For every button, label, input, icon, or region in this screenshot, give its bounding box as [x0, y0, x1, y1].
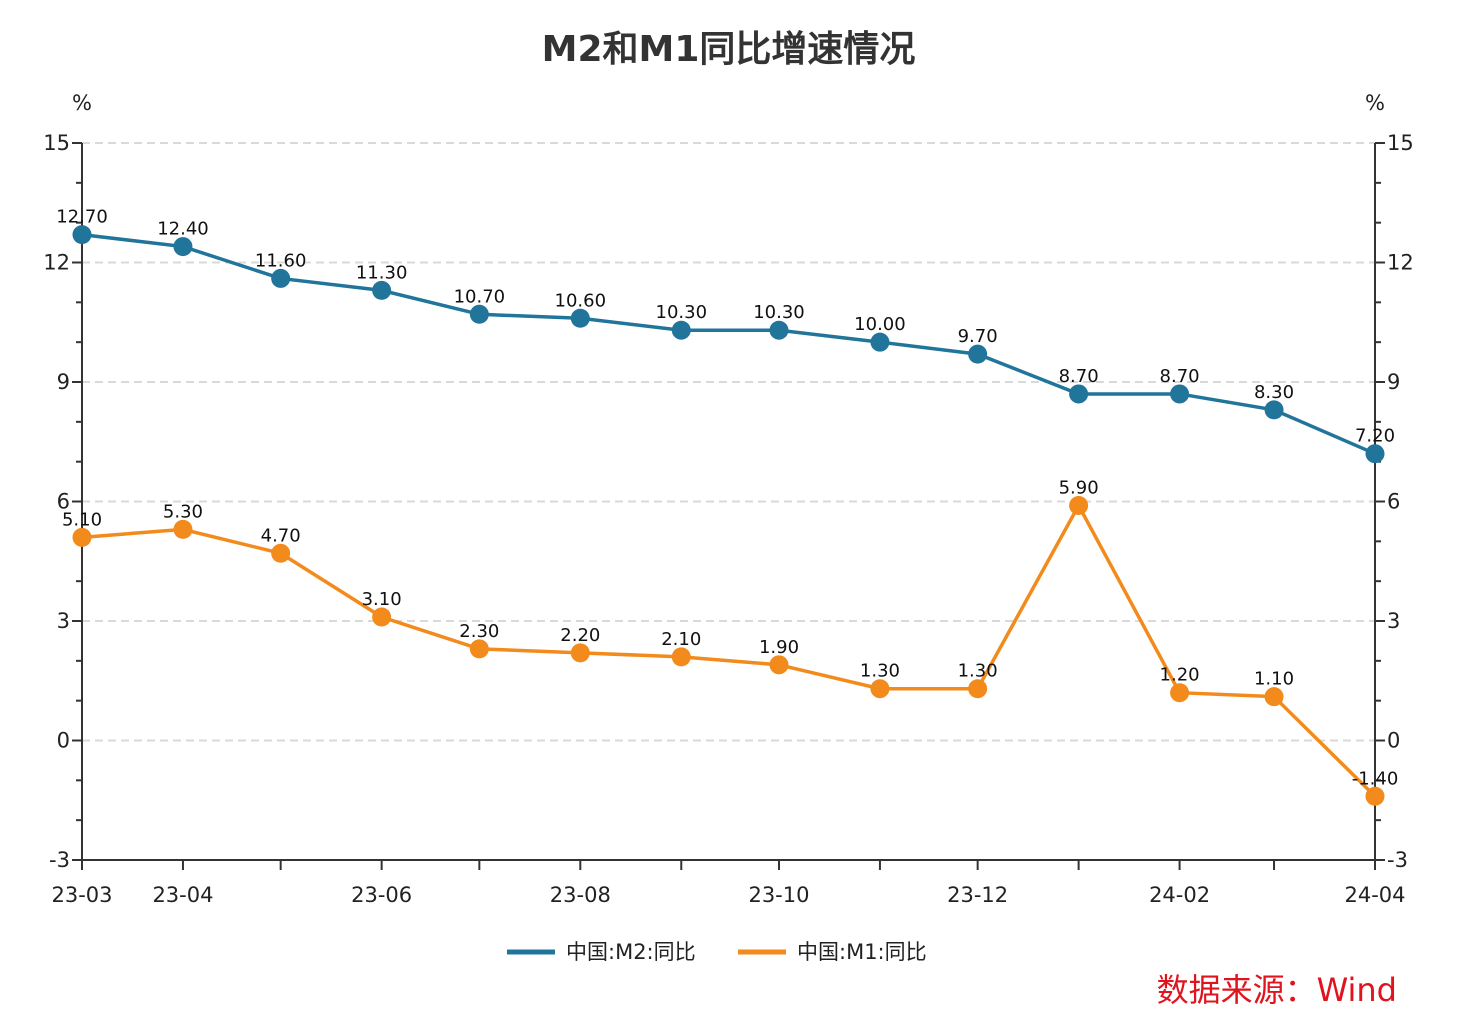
- data-point: [570, 643, 590, 663]
- data-point: [372, 280, 392, 300]
- x-tick-label: 23-12: [947, 883, 1008, 907]
- data-label: 5.90: [1059, 477, 1099, 498]
- data-point: [173, 237, 193, 257]
- data-label: 11.30: [356, 262, 408, 283]
- y-tick-label-left: 0: [57, 729, 70, 753]
- data-point: [671, 320, 691, 340]
- data-label: 3.10: [362, 589, 402, 610]
- data-point: [1264, 400, 1284, 420]
- data-point: [968, 679, 988, 699]
- data-source: 数据来源：Wind: [1156, 971, 1397, 1009]
- legend-label: 中国:M2:同比: [566, 940, 696, 964]
- series-line-m1: [81, 501, 1377, 798]
- legend-item: 中国:M2:同比: [507, 940, 696, 964]
- data-label: 10.30: [753, 302, 805, 323]
- data-label: 1.90: [759, 637, 799, 658]
- data-point: [1069, 495, 1089, 515]
- data-label: 11.60: [255, 250, 307, 271]
- x-tick-label: 23-04: [152, 883, 213, 907]
- y-tick-label-right: 3: [1387, 609, 1400, 633]
- data-point: [1365, 444, 1385, 464]
- data-label: 1.10: [1254, 669, 1294, 690]
- data-point: [671, 647, 691, 667]
- x-tick-label: 23-03: [51, 883, 112, 907]
- data-point: [769, 655, 789, 675]
- data-point: [271, 268, 291, 288]
- data-label: 2.20: [560, 625, 600, 646]
- y-tick-label-right: -3: [1387, 848, 1408, 872]
- data-label: 12.70: [56, 207, 108, 228]
- data-point: [1170, 384, 1190, 404]
- data-point: [1264, 687, 1284, 707]
- data-label: 8.30: [1254, 382, 1294, 403]
- data-point: [769, 320, 789, 340]
- data-label: -1.40: [1352, 768, 1399, 789]
- data-label: 8.70: [1059, 366, 1099, 387]
- y-tick-label-left: 9: [57, 370, 70, 394]
- y-tick-label-right: 0: [1387, 729, 1400, 753]
- y-tick-label-right: 15: [1387, 131, 1414, 155]
- data-label: 9.70: [958, 326, 998, 347]
- data-point: [870, 679, 890, 699]
- data-point: [1365, 786, 1385, 806]
- y-tick-label-left: 12: [43, 251, 70, 275]
- data-point: [72, 527, 92, 547]
- series-line-m2: [81, 232, 1376, 456]
- y-axis-label-left: %: [72, 91, 92, 115]
- data-point: [271, 543, 291, 563]
- data-point: [870, 332, 890, 352]
- x-tick-label: 24-02: [1149, 883, 1210, 907]
- data-point: [469, 304, 489, 324]
- data-point: [72, 225, 92, 245]
- legend-label: 中国:M1:同比: [797, 940, 927, 964]
- data-label: 10.60: [555, 290, 607, 311]
- data-label: 5.30: [163, 501, 203, 522]
- data-label: 10.70: [454, 286, 506, 307]
- data-point: [1170, 683, 1190, 703]
- data-label: 1.20: [1160, 665, 1200, 686]
- data-point: [469, 639, 489, 659]
- y-tick-label-left: -3: [49, 848, 70, 872]
- y-tick-label-right: 9: [1387, 370, 1400, 394]
- x-tick-label: 23-06: [351, 883, 412, 907]
- data-label: 10.30: [656, 302, 708, 323]
- data-label: 7.20: [1355, 426, 1395, 447]
- data-label: 2.30: [459, 621, 499, 642]
- data-label: 10.00: [854, 314, 906, 335]
- x-tick-label: 24-04: [1344, 883, 1405, 907]
- data-point: [570, 308, 590, 328]
- data-label: 4.70: [261, 525, 301, 546]
- y-tick-label-left: 15: [43, 131, 70, 155]
- chart-title: M2和M1同比增速情况: [541, 29, 916, 70]
- data-label: 8.70: [1160, 366, 1200, 387]
- data-point: [372, 607, 392, 627]
- data-label: 1.30: [860, 661, 900, 682]
- data-point: [1069, 384, 1089, 404]
- x-tick-label: 23-10: [748, 883, 809, 907]
- data-point: [173, 519, 193, 539]
- data-label: 2.10: [661, 629, 701, 650]
- y-tick-label-left: 3: [57, 609, 70, 633]
- y-tick-label-left: 6: [57, 490, 70, 514]
- y-tick-label-right: 6: [1387, 490, 1400, 514]
- data-point: [968, 344, 988, 364]
- x-tick-label: 23-08: [550, 883, 611, 907]
- data-label: 12.40: [157, 219, 209, 240]
- legend-item: 中国:M1:同比: [738, 940, 927, 964]
- y-tick-label-right: 12: [1387, 251, 1414, 275]
- y-axis-label-right: %: [1365, 91, 1385, 115]
- data-label: 1.30: [958, 661, 998, 682]
- data-label: 5.10: [62, 509, 102, 530]
